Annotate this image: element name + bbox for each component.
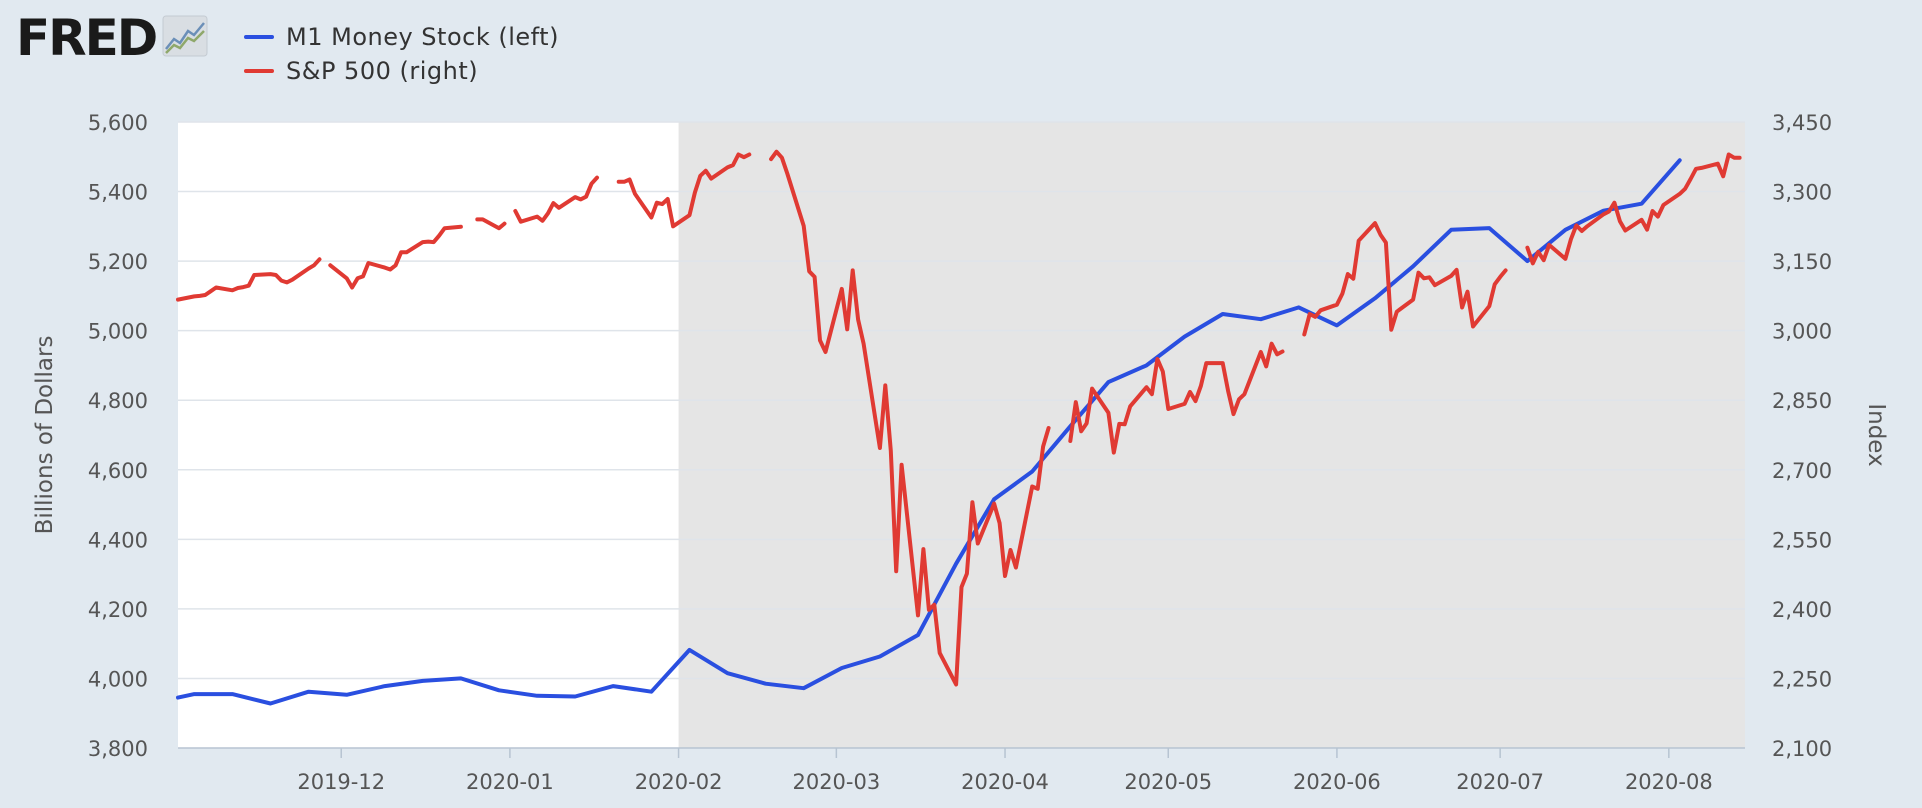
y-right-tick-label: 2,100	[1772, 737, 1832, 761]
recession-shading	[678, 122, 1745, 748]
y-right-tick-label: 3,000	[1772, 320, 1832, 344]
y-right-tick-label: 3,150	[1772, 250, 1832, 274]
series-line-m1	[176, 158, 1682, 706]
y-left-tick-label: 4,800	[88, 389, 148, 413]
x-tick-label: 2020-03	[792, 770, 880, 794]
x-tick-label: 2019-12	[297, 770, 385, 794]
y-right-tick-label: 3,300	[1772, 181, 1832, 205]
y-left-tick-label: 5,400	[88, 181, 148, 205]
fred-logo[interactable]: FRED	[16, 10, 208, 66]
x-tick-label: 2020-07	[1456, 770, 1544, 794]
legend-label-m1: M1 Money Stock (left)	[286, 23, 559, 51]
y-left-tick-label: 4,200	[88, 598, 148, 622]
series-line-sp500	[176, 149, 1742, 687]
y-right-tick-label: 2,250	[1772, 667, 1832, 691]
x-tick-label: 2020-06	[1293, 770, 1381, 794]
y-right-tick-label: 2,550	[1772, 528, 1832, 552]
legend-swatch-sp500	[244, 69, 274, 73]
y-left-tick-label: 4,600	[88, 459, 148, 483]
fred-logo-text: FRED	[16, 9, 158, 67]
y-left-axis-title: Billions of Dollars	[32, 336, 58, 535]
legend-label-sp500: S&P 500 (right)	[286, 57, 479, 85]
x-tick-label: 2020-04	[961, 770, 1049, 794]
y-right-tick-label: 2,700	[1772, 459, 1832, 483]
gridlines	[178, 121, 1745, 680]
y-right-tick-label: 2,850	[1772, 389, 1832, 413]
x-tick-label: 2020-05	[1124, 770, 1212, 794]
series-lines	[176, 149, 1742, 706]
legend-item-m1[interactable]: M1 Money Stock (left)	[244, 20, 559, 54]
x-tick-label: 2020-08	[1625, 770, 1713, 794]
y-left-tick-label: 5,200	[88, 250, 148, 274]
y-right-tick-label: 2,400	[1772, 598, 1832, 622]
legend-swatch-m1	[244, 35, 274, 39]
legend-item-sp500[interactable]: S&P 500 (right)	[244, 54, 559, 88]
y-right-tick-label: 3,450	[1772, 111, 1832, 135]
y-left-tick-label: 5,600	[88, 111, 148, 135]
chart-line-icon	[162, 15, 208, 61]
y-right-axis-title: Index	[1863, 403, 1889, 466]
x-tick-label: 2020-02	[635, 770, 723, 794]
x-tick-label: 2020-01	[466, 770, 554, 794]
y-left-tick-label: 5,000	[88, 320, 148, 344]
y-left-tick-label: 4,000	[88, 667, 148, 691]
axes: 3,800 4,000 4,200 4,400 4,600 4,800 5,000 5,200…	[32, 111, 1889, 794]
chart-legend: M1 Money Stock (left) S&P 500 (right)	[244, 20, 559, 88]
y-left-tick-label: 3,800	[88, 737, 148, 761]
y-left-tick-label: 4,400	[88, 528, 148, 552]
plot-area	[178, 122, 1745, 748]
